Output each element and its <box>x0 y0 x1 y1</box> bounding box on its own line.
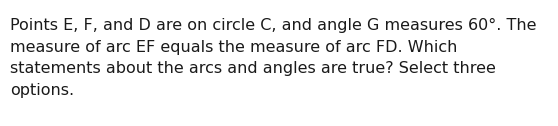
Text: Points E, F, and D are on circle C, and angle G measures 60°. The
measure of arc: Points E, F, and D are on circle C, and … <box>10 18 536 98</box>
